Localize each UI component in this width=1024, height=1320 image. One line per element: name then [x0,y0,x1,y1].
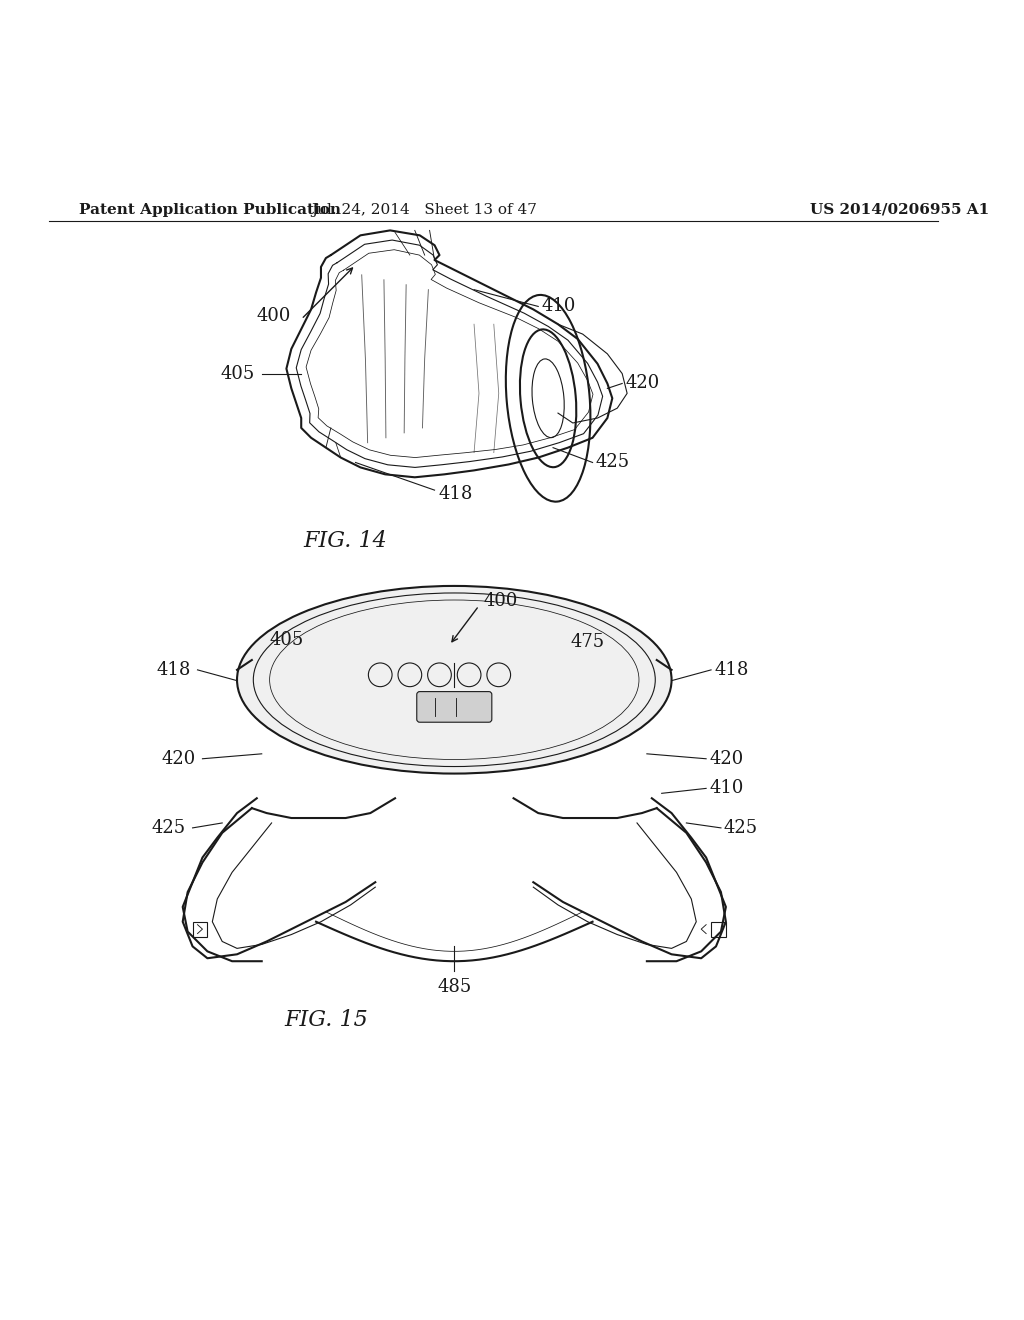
Text: 425: 425 [152,818,185,837]
Text: Patent Application Publication: Patent Application Publication [79,203,341,216]
Text: 475: 475 [570,634,605,651]
Text: US 2014/0206955 A1: US 2014/0206955 A1 [810,203,989,216]
Text: FIG. 15: FIG. 15 [284,1010,368,1031]
Text: 418: 418 [438,484,473,503]
Text: 418: 418 [714,661,749,678]
Text: 485: 485 [437,978,471,997]
Text: 400: 400 [257,308,292,325]
Text: 425: 425 [724,818,758,837]
Text: 418: 418 [157,661,190,678]
Text: 410: 410 [709,779,743,797]
Text: 405: 405 [270,631,304,649]
Text: FIG. 14: FIG. 14 [304,531,387,553]
Bar [711,921,726,936]
Ellipse shape [237,586,672,774]
Text: 420: 420 [625,375,659,392]
Text: 420: 420 [162,750,196,768]
Text: 410: 410 [542,297,575,315]
FancyBboxPatch shape [417,692,492,722]
Ellipse shape [520,330,577,467]
Bar [193,921,208,936]
Text: 425: 425 [596,454,630,471]
Text: Jul. 24, 2014   Sheet 13 of 47: Jul. 24, 2014 Sheet 13 of 47 [311,203,538,216]
Text: 420: 420 [709,750,743,768]
Text: 400: 400 [484,591,518,610]
Text: 405: 405 [220,364,255,383]
